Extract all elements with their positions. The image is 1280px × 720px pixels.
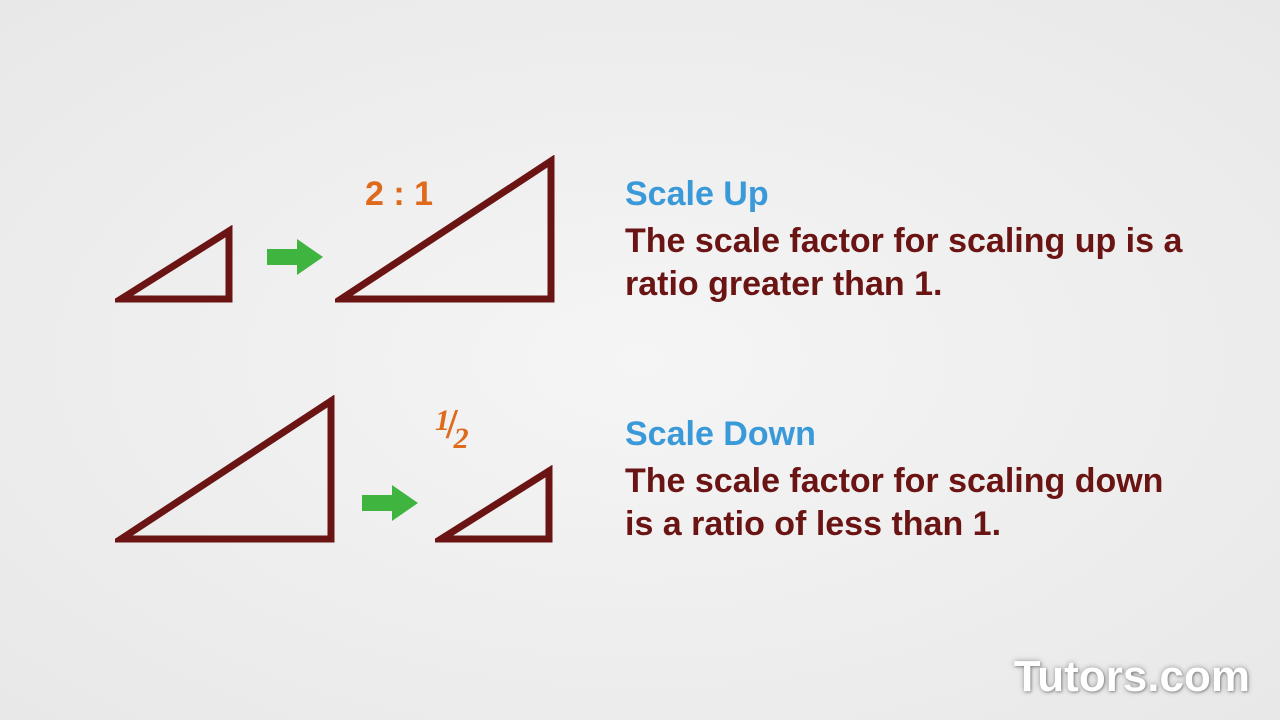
fraction-denominator: 2 bbox=[454, 422, 469, 455]
scale-up-body: The scale factor for scaling up is a rat… bbox=[625, 220, 1185, 305]
scale-up-diagram: 2 : 1 bbox=[115, 155, 625, 305]
arrow-right-icon bbox=[265, 237, 327, 277]
scale-down-diagram: 1/2 bbox=[115, 395, 625, 545]
scale-down-heading: Scale Down bbox=[625, 415, 1185, 454]
ratio-label-up: 2 : 1 bbox=[365, 175, 433, 214]
triangle-large-icon bbox=[115, 395, 337, 545]
diagram-area-up: 2 : 1 bbox=[115, 155, 625, 305]
scale-up-text: Scale Up The scale factor for scaling up… bbox=[625, 175, 1185, 305]
fraction-numerator: 1 bbox=[435, 404, 450, 437]
diagram-area-down: 1/2 bbox=[115, 395, 625, 545]
scale-down-text: Scale Down The scale factor for scaling … bbox=[625, 415, 1185, 545]
scale-up-heading: Scale Up bbox=[625, 175, 1185, 214]
triangle-small-icon bbox=[115, 225, 235, 305]
triangle-small-icon bbox=[435, 465, 555, 545]
ratio-label-down: 1/2 bbox=[435, 401, 469, 449]
watermark: Tutors.com bbox=[1014, 652, 1250, 702]
arrow-right-icon bbox=[360, 483, 422, 523]
scale-down-body: The scale factor for scaling down is a r… bbox=[625, 460, 1185, 545]
